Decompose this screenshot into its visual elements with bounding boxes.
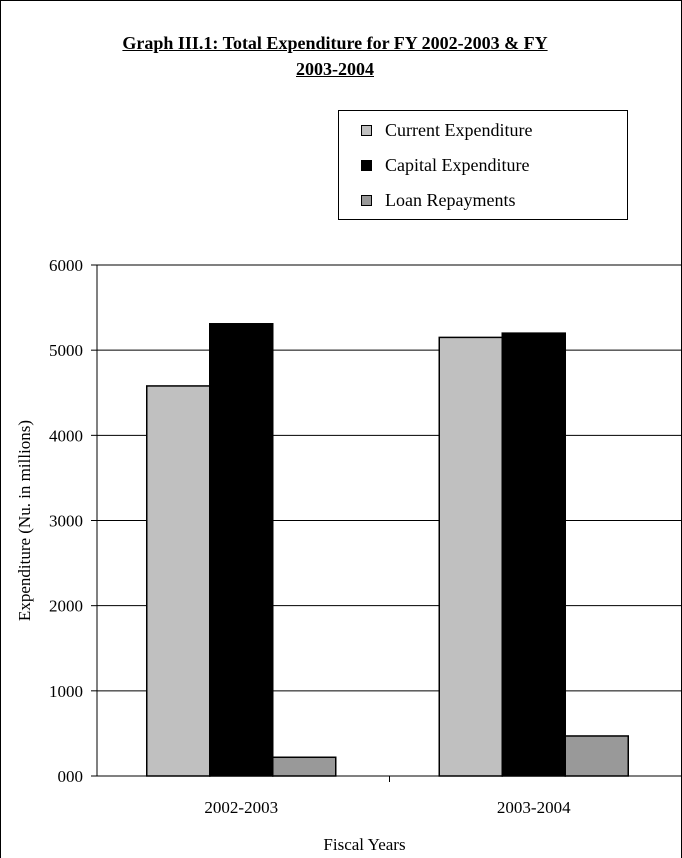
y-axis-title: Expenditure (Nu. in millions) (15, 420, 34, 621)
legend-label-capital-expenditure: Capital Expenditure (385, 154, 530, 175)
chart-title: Graph III.1: Total Expenditure for FY 20… (40, 30, 630, 82)
y-tick-label: 4000 (49, 426, 83, 445)
bar-capital-expenditure-2003-2004 (501, 332, 566, 777)
y-tick-label: 3000 (49, 512, 83, 531)
x-tick-label: 2003-2004 (497, 798, 571, 817)
bar-loan-repayments-2003-2004 (564, 735, 629, 777)
bar-loan-repayments-2002-2003 (272, 756, 337, 777)
legend-item-current-expenditure: Current Expenditure (361, 120, 532, 140)
bar-capital-expenditure-2002-2003 (209, 323, 274, 777)
y-tick-label: 6000 (49, 256, 83, 275)
y-tick-label: 1000 (49, 682, 83, 701)
y-tick-label: 2000 (49, 597, 83, 616)
bar-current-expenditure-2002-2003 (146, 385, 211, 777)
y-tick-label: 5000 (49, 341, 83, 360)
legend-item-loan-repayments: Loan Repayments (361, 190, 515, 210)
legend-label-current-expenditure: Current Expenditure (385, 119, 533, 140)
legend-swatch-loan-repayments (361, 194, 372, 206)
y-tick-label: 000 (58, 767, 84, 786)
chart-title-line-2: 2003-2004 (296, 59, 374, 79)
chart-title-line-1: Graph III.1: Total Expenditure for FY 20… (122, 33, 548, 53)
bar-current-expenditure-2003-2004 (438, 336, 503, 777)
x-tick-label: 2002-2003 (204, 798, 278, 817)
legend-item-capital-expenditure: Capital Expenditure (361, 155, 529, 175)
legend-swatch-capital-expenditure (361, 159, 372, 171)
x-axis-title: Fiscal Years (323, 835, 405, 854)
chart-legend: Current Expenditure Capital Expenditure … (338, 110, 628, 220)
legend-label-loan-repayments: Loan Repayments (385, 189, 516, 210)
legend-swatch-current-expenditure (361, 124, 372, 136)
